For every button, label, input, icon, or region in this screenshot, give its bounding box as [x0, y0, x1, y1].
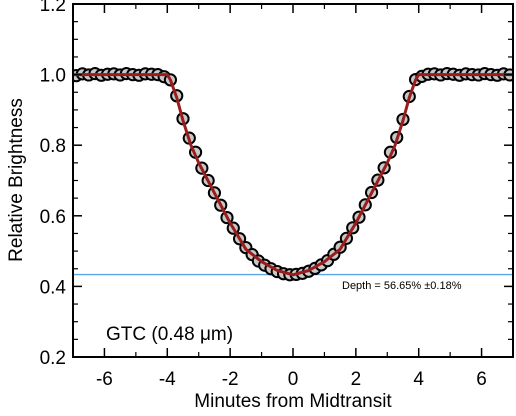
tick-layer: -6 -4 -2 0 2 4 6 0.2 0.4 0.6 0.8 1.0 1.2 [40, 0, 514, 390]
plot-frame [72, 3, 514, 358]
x-tick-label: 2 [351, 369, 362, 390]
y-tick-label: 0.2 [40, 348, 66, 369]
x-tick-label: -2 [222, 369, 239, 390]
y-tick-label: 0.6 [40, 207, 66, 228]
x-tick-label: 0 [288, 369, 299, 390]
y-tick-label: 1.0 [40, 66, 66, 87]
y-tick-label: 0.8 [40, 136, 66, 157]
x-axis-label: Minutes from Midtransit [194, 391, 392, 412]
instrument-label: GTC (0.48 μm) [106, 324, 233, 345]
x-tick-label: -4 [159, 369, 176, 390]
x-tick-label: 6 [476, 369, 487, 390]
y-tick-label: 0.4 [40, 277, 67, 298]
model-fit-line [73, 73, 513, 277]
x-tick-label: 4 [413, 369, 424, 390]
y-axis-label: Relative Brightness [6, 98, 27, 262]
data-layer [73, 66, 513, 282]
depth-annotation: Depth = 56.65% ±0.18% [342, 280, 462, 292]
y-tick-label: 1.2 [40, 0, 66, 16]
x-tick-label: -6 [96, 369, 113, 390]
